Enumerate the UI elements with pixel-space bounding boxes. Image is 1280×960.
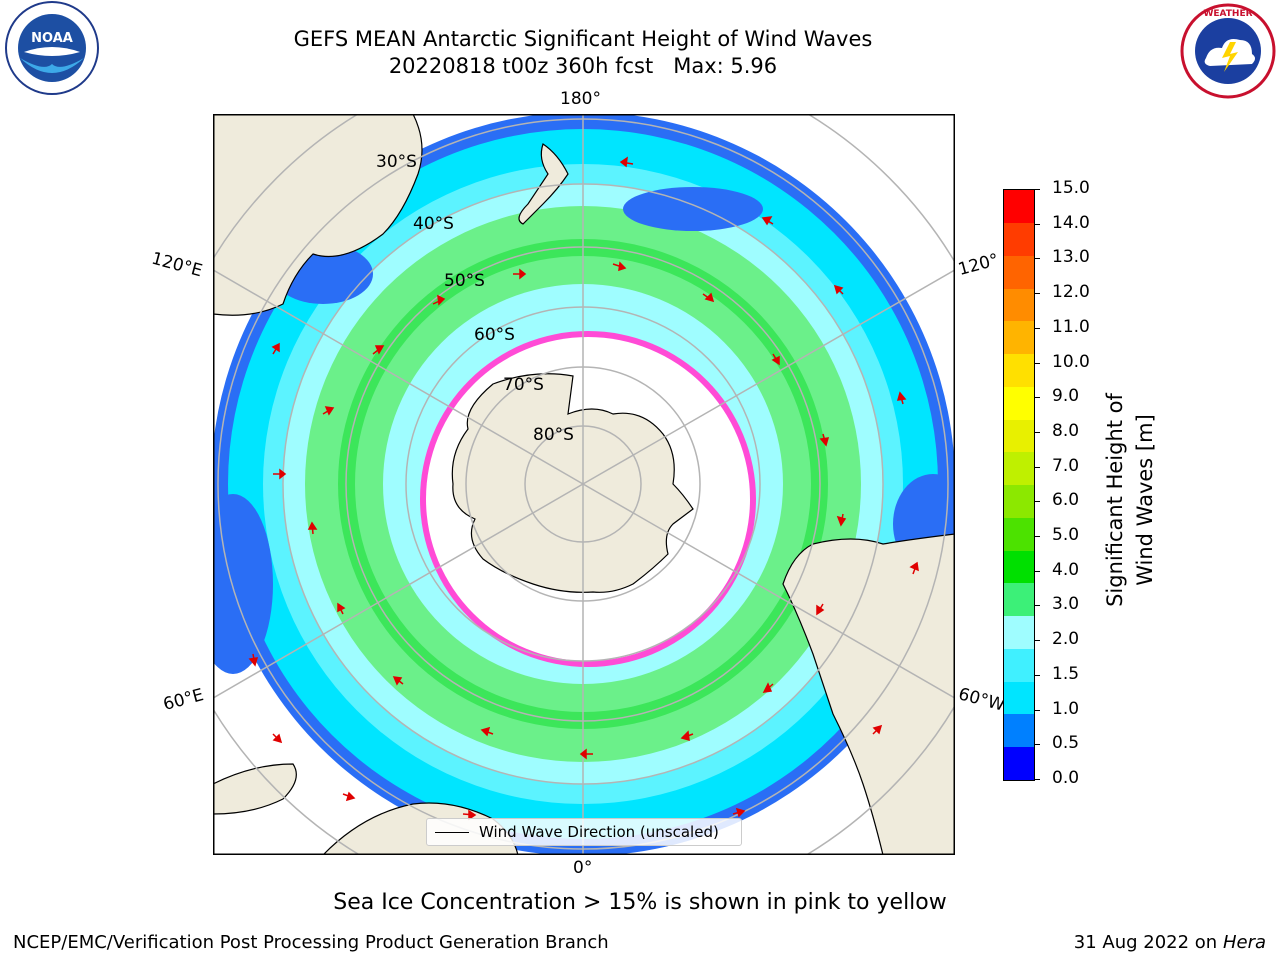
colorbar-segment: [1004, 222, 1034, 256]
colorbar-tick-label: 12.0: [1052, 282, 1090, 303]
polar-map: [213, 114, 955, 855]
colorbar-segment: [1004, 190, 1034, 223]
svg-text:WEATHER: WEATHER: [1203, 9, 1252, 19]
colorbar-segment: [1004, 386, 1034, 420]
colorbar-segment: [1004, 747, 1034, 780]
lat-label-30s: 30°S: [376, 152, 417, 172]
colorbar-tick-label: 0.0: [1052, 768, 1080, 788]
colorbar-tick-mark: [1034, 709, 1040, 711]
colorbar-tick-mark: [1034, 605, 1040, 607]
colorbar-tick-mark: [1034, 640, 1040, 642]
colorbar-segment: [1004, 648, 1034, 682]
colorbar-segment: [1004, 419, 1034, 453]
colorbar-tick-label: 9.0: [1052, 386, 1080, 407]
map-title-line1: GEFS MEAN Antarctic Significant Height o…: [293, 27, 873, 51]
credit-left: NCEP/EMC/Verification Post Processing Pr…: [13, 932, 609, 953]
colorbar-tick-label: 0.5: [1052, 733, 1080, 754]
colorbar-tick-mark: [1034, 362, 1040, 364]
legend-line-icon: [435, 831, 469, 833]
nws-logo: WEATHER: [1180, 3, 1276, 99]
colorbar-tick-mark: [1034, 397, 1040, 399]
colorbar-tick-mark: [1034, 779, 1040, 780]
colorbar-tick-label: 11.0: [1052, 316, 1090, 337]
svg-text:NOAA: NOAA: [31, 31, 73, 46]
colorbar-tick-label: 3.0: [1052, 594, 1080, 615]
colorbar-segment: [1004, 714, 1034, 748]
lat-label-50s: 50°S: [444, 271, 485, 291]
colorbar-tick-label: 13.0: [1052, 247, 1090, 268]
colorbar-tick-mark: [1034, 293, 1040, 295]
lon-label-120e: 120°E: [149, 248, 205, 282]
colorbar-tick-mark: [1034, 223, 1040, 225]
colorbar-tick-mark: [1034, 327, 1040, 329]
lon-label-180: 180°: [560, 89, 601, 109]
colorbar-tick-label: 6.0: [1052, 490, 1080, 511]
colorbar-segment: [1004, 616, 1034, 649]
colorbar-tick-mark: [1034, 501, 1040, 503]
colorbar-tick-mark: [1034, 744, 1040, 746]
lon-label-60w: 60°W: [956, 684, 1007, 716]
credit-date: 31 Aug 2022 on Hera: [1074, 932, 1266, 953]
colorbar-tick-label: 14.0: [1052, 212, 1090, 233]
colorbar-tick-mark: [1034, 674, 1040, 676]
colorbar-tick-mark: [1034, 258, 1040, 260]
colorbar-segment: [1004, 517, 1034, 551]
noaa-logo: NOAA: [5, 1, 99, 95]
colorbar-segment: [1004, 485, 1034, 518]
colorbar-segment: [1004, 321, 1034, 355]
colorbar-tick-label: 15.0: [1052, 178, 1090, 198]
colorbar-tick-label: 10.0: [1052, 351, 1090, 372]
colorbar-tick-mark: [1034, 431, 1040, 433]
lon-label-0: 0°: [573, 858, 593, 878]
lat-label-80s: 80°S: [533, 425, 574, 445]
colorbar-tick-label: 4.0: [1052, 559, 1080, 580]
sea-ice-note: Sea Ice Concentration > 15% is shown in …: [333, 890, 947, 915]
legend-label: Wind Wave Direction (unscaled): [479, 823, 719, 841]
colorbar-segment: [1004, 288, 1034, 322]
colorbar-tick-label: 8.0: [1052, 420, 1080, 441]
colorbar-segment: [1004, 550, 1034, 584]
map-legend: Wind Wave Direction (unscaled): [426, 818, 742, 846]
lat-label-70s: 70°S: [503, 375, 544, 395]
colorbar-segment: [1004, 583, 1034, 617]
map-title-line2: 20220818 t00z 360h fcst Max: 5.96: [388, 54, 778, 78]
colorbar-tick-label: 2.0: [1052, 629, 1080, 650]
lat-label-60s: 60°S: [474, 325, 515, 345]
colorbar-label: Significant Height of Wind Waves [m]: [1103, 393, 1157, 607]
colorbar-ticks: 15.0 14.0 13.0 12.0 11.0 10.0 9.0 8.0 7.0 6.0 5.0 4…: [1034, 178, 1104, 790]
colorbar-tick-label: 5.0: [1052, 525, 1080, 546]
colorbar-tick-label: 1.5: [1052, 663, 1080, 684]
colorbar-segment: [1004, 354, 1034, 387]
lat-label-40s: 40°S: [413, 214, 454, 234]
colorbar-tick-mark: [1034, 466, 1040, 468]
colorbar-tick-mark: [1034, 189, 1040, 190]
colorbar-tick-label: 1.0: [1052, 698, 1080, 719]
lon-label-60e: 60°E: [161, 685, 206, 715]
colorbar-tick-mark: [1034, 570, 1040, 572]
host-name: Hera: [1222, 932, 1266, 953]
colorbar-segment: [1004, 681, 1034, 715]
date-text: 31 Aug 2022 on: [1073, 932, 1218, 953]
colorbar: [1003, 189, 1035, 781]
lon-label-120w: 120°: [956, 250, 1001, 280]
colorbar-segment: [1004, 452, 1034, 486]
colorbar-tick-mark: [1034, 536, 1040, 538]
colorbar-segment: [1004, 255, 1034, 289]
colorbar-tick-label: 7.0: [1052, 455, 1080, 476]
